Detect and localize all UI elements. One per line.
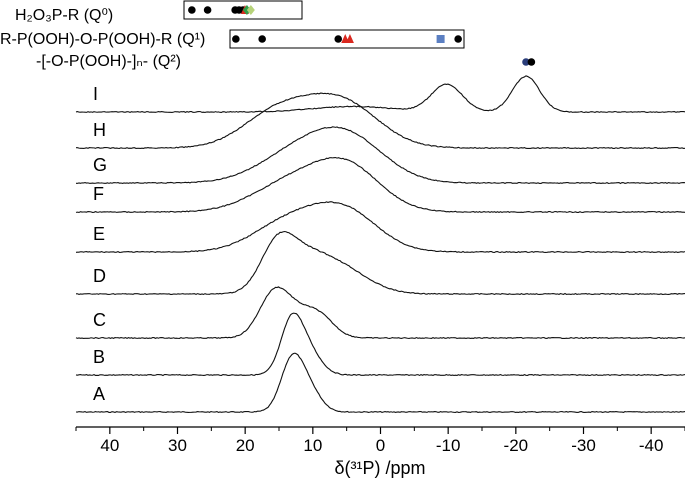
q1-label: R-P(OOH)-O-P(OOH)-R (Q¹): [0, 31, 205, 48]
spectrum-line-c: [75, 286, 685, 340]
q0-reference-box: [183, 0, 303, 20]
reference-marker: [345, 34, 354, 43]
x-tick-label: 40: [100, 436, 119, 455]
q0-markers: [188, 5, 255, 15]
spectrum-line-f: [75, 156, 685, 214]
reference-marker: [454, 35, 462, 43]
spectrum-label-b: B: [93, 347, 105, 367]
x-tick-label: -10: [436, 436, 461, 455]
spectrum-line-d: [75, 230, 685, 296]
reference-marker: [436, 35, 445, 43]
spectrum-label-i: I: [93, 84, 98, 104]
q2-marker: [527, 58, 536, 66]
reference-marker: [203, 6, 212, 14]
x-tick-label: -30: [571, 436, 596, 455]
x-tick-label: 10: [303, 436, 322, 455]
x-tick-label: -40: [639, 436, 664, 455]
reference-marker: [232, 35, 240, 43]
q1-markers: [232, 34, 462, 43]
x-axis-label: δ(³¹P) /ppm: [334, 458, 425, 478]
spectrum-line-a: [75, 352, 685, 414]
q2-label: -[-O-P(OOH)-]ₙ- (Q²): [36, 53, 181, 70]
reference-marker: [258, 35, 266, 43]
spectra-group: [75, 75, 685, 414]
q2-markers: [522, 58, 536, 66]
spectrum-label-d: D: [93, 266, 106, 286]
spectrum-label-f: F: [93, 184, 104, 204]
spectrum-label-c: C: [93, 310, 106, 330]
spectrum-line-b: [75, 312, 685, 377]
spectrum-label-a: A: [93, 384, 105, 404]
q0-label: H₂O₃P-R (Q⁰): [15, 7, 113, 24]
reference-marker: [246, 5, 255, 15]
x-tick-label: -20: [504, 436, 529, 455]
spectrum-line-h: [75, 92, 685, 150]
x-tick-label: 0: [376, 436, 385, 455]
reference-marker: [334, 35, 343, 43]
x-axis: 40 30 20 10 0 -10 -20 -30 -40: [75, 427, 685, 455]
spectrum-label-g: G: [93, 155, 107, 175]
spectrum-label-e: E: [93, 224, 105, 244]
reference-marker: [188, 6, 196, 14]
spectrum-line-i: [75, 75, 685, 114]
q2-marker: [522, 58, 530, 66]
q1-reference-box: [229, 29, 465, 49]
x-tick-label: 30: [168, 436, 187, 455]
spectrum-line-g: [75, 126, 685, 185]
spectrum-line-e: [75, 201, 685, 254]
x-tick-label: 20: [236, 436, 255, 455]
spectrum-label-h: H: [93, 120, 106, 140]
